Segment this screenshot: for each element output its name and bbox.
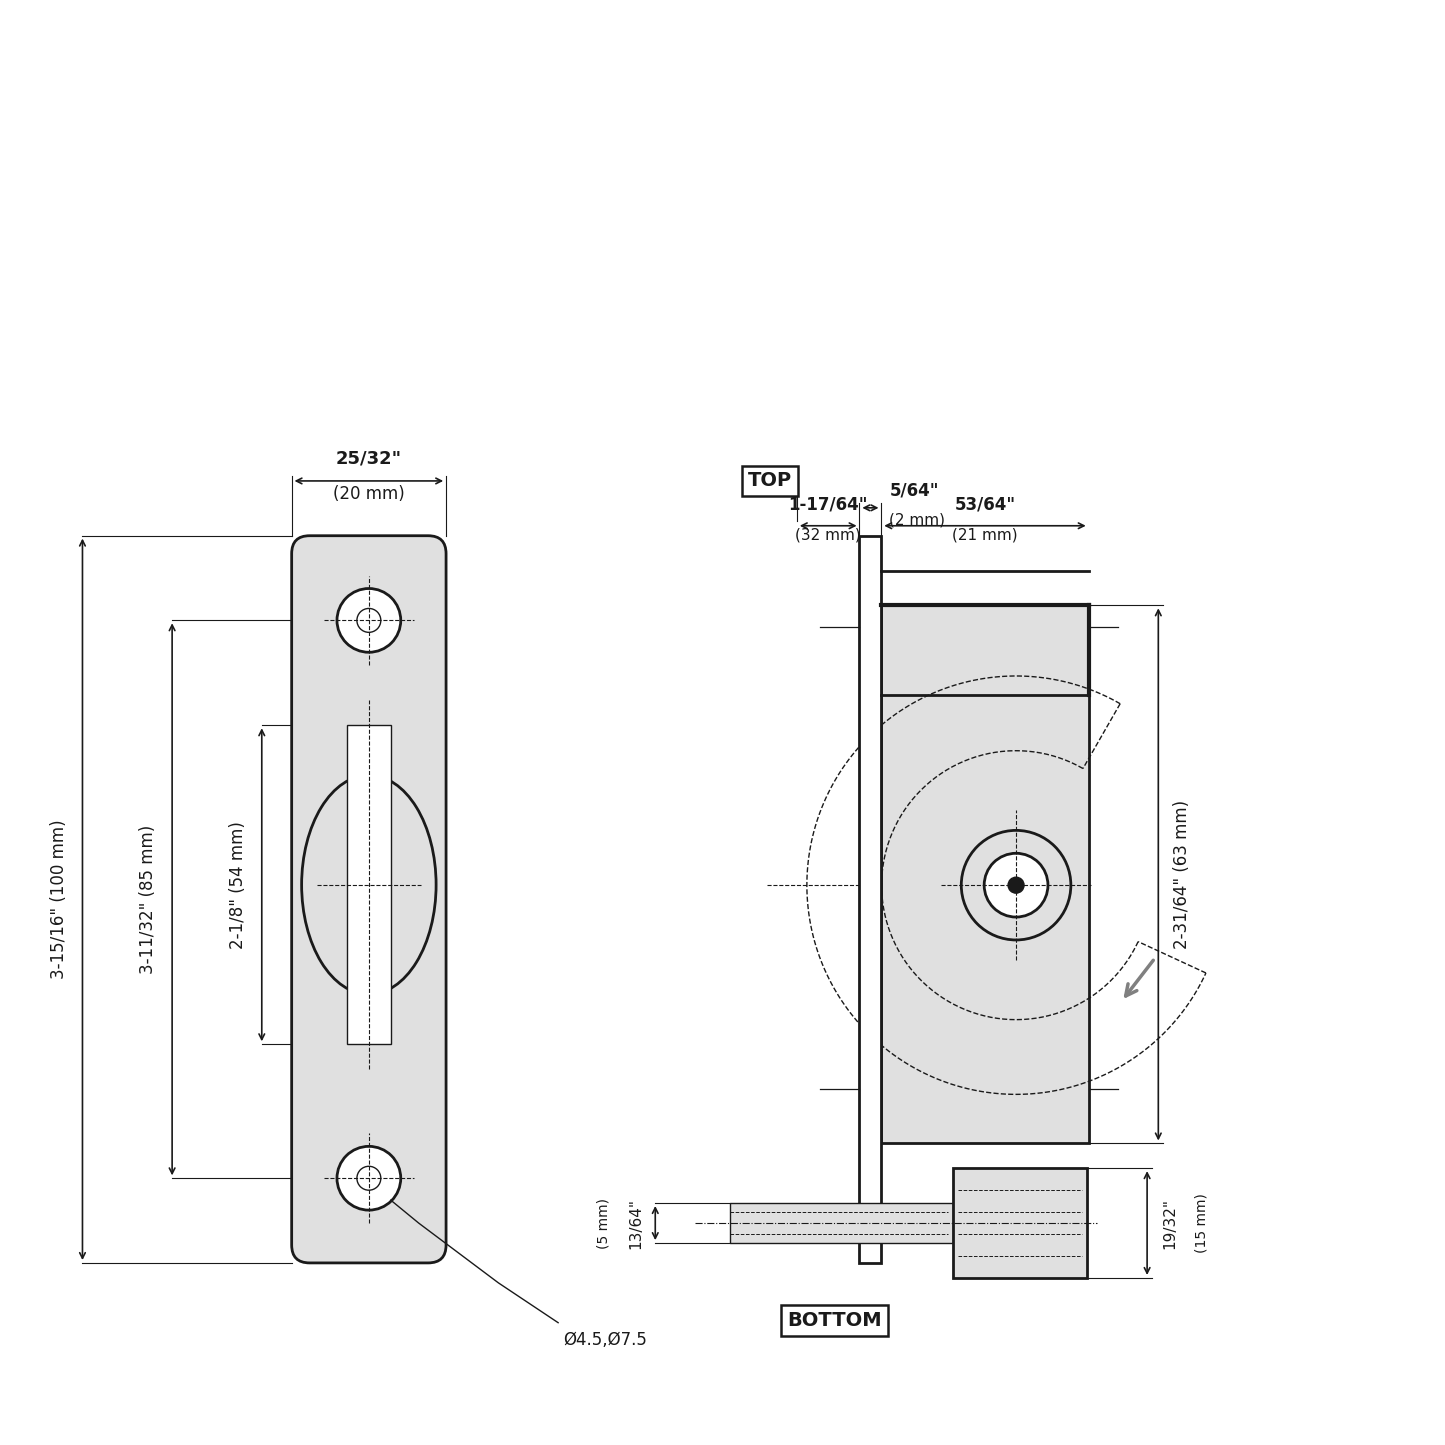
Bar (881, 605, 1088, 1143)
Circle shape (1009, 877, 1025, 893)
Text: (20 mm): (20 mm) (332, 486, 405, 503)
Text: 1-17/64": 1-17/64" (789, 496, 868, 514)
Text: 5/64": 5/64" (889, 481, 939, 500)
Text: Ø4.5,Ø7.5: Ø4.5,Ø7.5 (564, 1331, 647, 1348)
Text: (21 mm): (21 mm) (952, 527, 1017, 543)
Text: 2-1/8" (54 mm): 2-1/8" (54 mm) (228, 821, 247, 949)
Circle shape (337, 588, 400, 652)
Text: 53/64": 53/64" (955, 496, 1016, 514)
Bar (860, 536, 881, 1263)
Text: TOP: TOP (747, 471, 792, 490)
Text: BOTTOM: BOTTOM (788, 1311, 881, 1331)
Circle shape (984, 854, 1048, 918)
Circle shape (961, 831, 1071, 939)
Circle shape (357, 608, 381, 633)
Bar (347, 725, 390, 1045)
Bar (952, 1168, 1087, 1277)
Ellipse shape (302, 775, 436, 994)
Text: (5 mm): (5 mm) (597, 1198, 610, 1248)
Circle shape (337, 1146, 400, 1209)
Bar (730, 1204, 952, 1243)
Text: (32 mm): (32 mm) (795, 527, 861, 543)
Text: 3-11/32" (85 mm): 3-11/32" (85 mm) (139, 825, 158, 974)
Circle shape (357, 1166, 381, 1191)
Text: (15 mm): (15 mm) (1195, 1194, 1209, 1253)
Text: 3-15/16" (100 mm): 3-15/16" (100 mm) (49, 819, 68, 980)
Text: 25/32": 25/32" (335, 449, 402, 468)
FancyBboxPatch shape (292, 536, 447, 1263)
Text: (2 mm): (2 mm) (889, 513, 945, 527)
Text: 19/32": 19/32" (1162, 1198, 1178, 1248)
Text: 2-31/64" (63 mm): 2-31/64" (63 mm) (1173, 801, 1191, 949)
Text: 13/64": 13/64" (629, 1198, 643, 1248)
